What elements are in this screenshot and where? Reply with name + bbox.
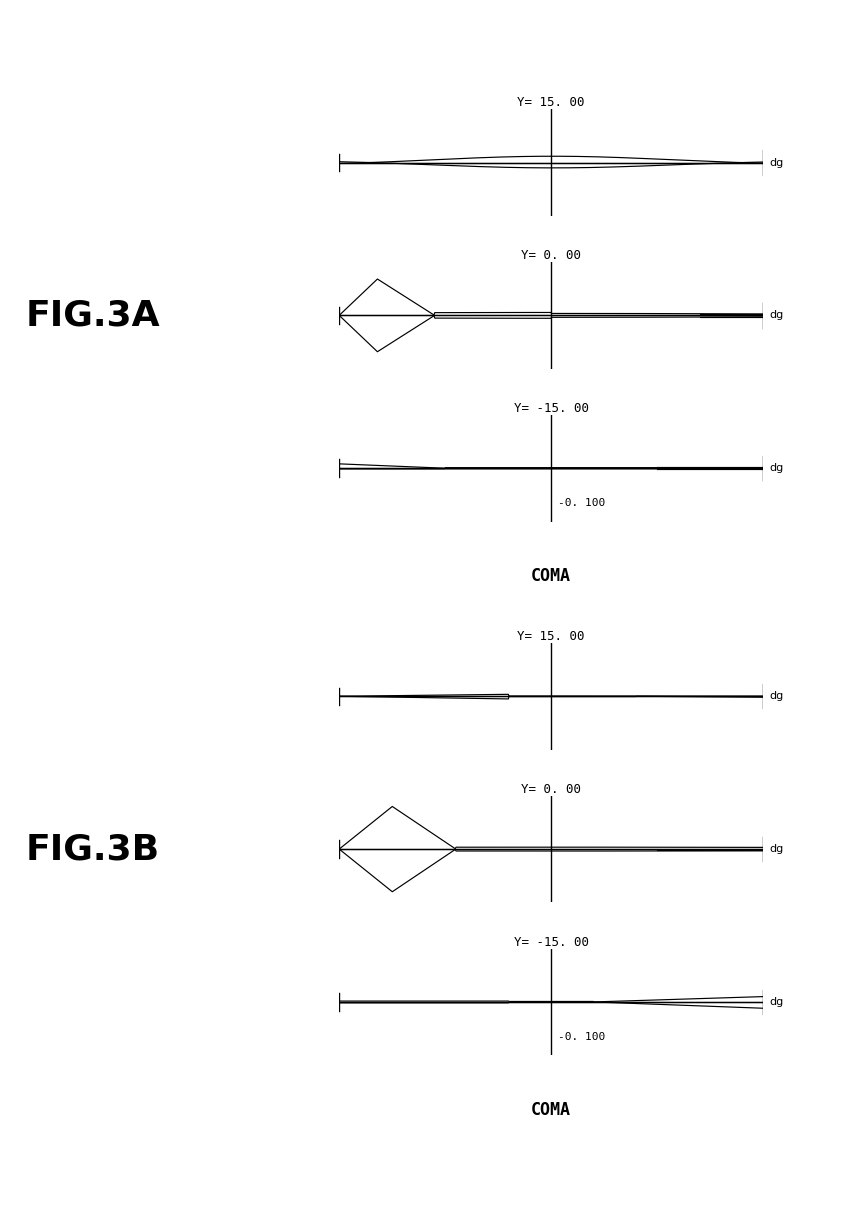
Title: Y= 15. 00: Y= 15. 00 (517, 630, 585, 643)
Text: FIG.3A: FIG.3A (25, 298, 160, 332)
Title: Y= 0. 00: Y= 0. 00 (522, 249, 581, 262)
Text: dg: dg (770, 844, 784, 854)
Text: -0. 100: -0. 100 (558, 497, 605, 508)
Text: -0. 100: -0. 100 (558, 1031, 605, 1042)
Text: dg: dg (770, 691, 784, 701)
Title: Y= 15. 00: Y= 15. 00 (517, 96, 585, 109)
Text: dg: dg (770, 311, 784, 320)
Text: COMA: COMA (531, 1101, 572, 1118)
Text: dg: dg (770, 158, 784, 167)
Title: Y= 0. 00: Y= 0. 00 (522, 782, 581, 796)
Text: FIG.3B: FIG.3B (25, 832, 159, 866)
Title: Y= -15. 00: Y= -15. 00 (514, 935, 589, 949)
Text: COMA: COMA (531, 568, 572, 585)
Text: dg: dg (770, 997, 784, 1007)
Title: Y= -15. 00: Y= -15. 00 (514, 402, 589, 415)
Text: dg: dg (770, 463, 784, 473)
